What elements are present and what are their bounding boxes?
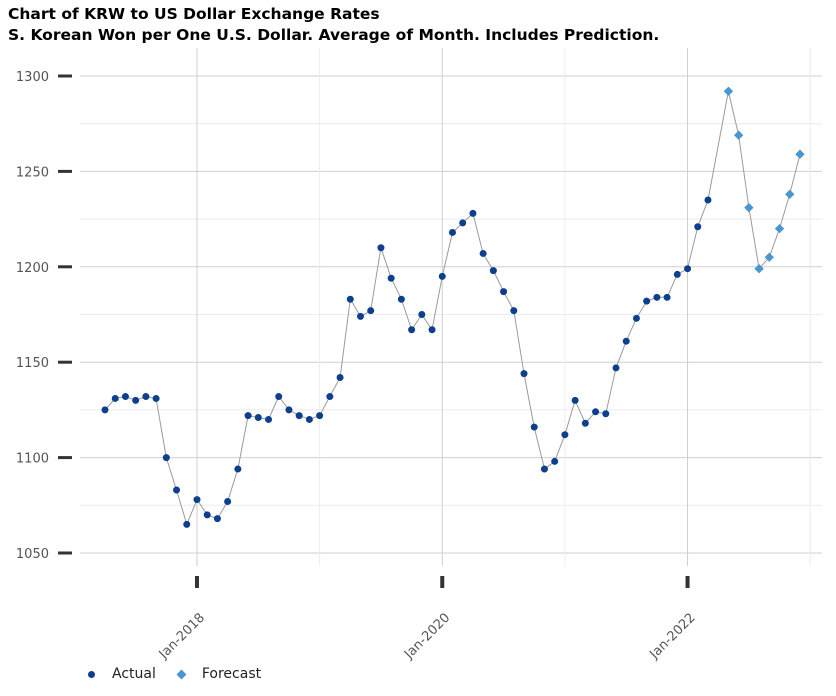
- actual-point: [234, 465, 242, 473]
- chart-subtitle: S. Korean Won per One U.S. Dollar. Avera…: [8, 26, 660, 44]
- actual-point: [162, 454, 170, 462]
- y-tick-label: 1150: [16, 356, 49, 371]
- actual-point: [510, 307, 518, 315]
- actual-point: [224, 497, 232, 505]
- legend-actual-marker: [88, 670, 95, 678]
- actual-point: [479, 249, 487, 257]
- actual-point: [305, 415, 313, 423]
- actual-point: [459, 219, 467, 227]
- actual-point: [428, 326, 436, 334]
- actual-point: [121, 393, 129, 401]
- actual-point: [653, 293, 661, 301]
- actual-point: [111, 394, 119, 402]
- actual-point: [367, 307, 375, 315]
- actual-point: [448, 228, 456, 236]
- actual-point: [203, 511, 211, 519]
- actual-point: [346, 295, 354, 303]
- x-tick-label: Jan-2022: [646, 610, 698, 662]
- y-tick-label: 1050: [16, 547, 49, 562]
- actual-point: [408, 326, 416, 334]
- actual-point: [397, 295, 405, 303]
- chart-title-block: Chart of KRW to US Dollar Exchange Rates…: [8, 4, 659, 46]
- y-tick-label: 1100: [16, 452, 49, 467]
- forecast-point: [733, 130, 744, 140]
- actual-point: [612, 364, 620, 372]
- actual-point: [632, 314, 640, 322]
- actual-point: [295, 412, 303, 420]
- actual-point: [244, 412, 252, 420]
- actual-point: [520, 370, 528, 378]
- actual-point: [704, 196, 712, 204]
- actual-point: [275, 393, 283, 401]
- actual-point: [684, 265, 692, 273]
- actual-point: [173, 486, 181, 494]
- actual-point: [622, 337, 630, 345]
- actual-point: [663, 293, 671, 301]
- actual-point: [357, 312, 364, 320]
- legend-item-forecast: Forecast: [176, 666, 262, 682]
- actual-point: [183, 520, 191, 528]
- forecast-point: [723, 86, 734, 96]
- legend-actual-label: Actual: [112, 666, 156, 682]
- forecast-point: [744, 202, 754, 213]
- actual-point: [132, 396, 140, 404]
- y-tick-label: 1250: [16, 165, 49, 180]
- actual-point: [438, 272, 446, 280]
- actual-point: [489, 267, 497, 275]
- actual-point: [571, 396, 579, 404]
- actual-point: [673, 270, 681, 278]
- actual-point: [387, 274, 395, 282]
- actual-point: [469, 209, 477, 217]
- actual-point: [193, 496, 201, 504]
- forecast-point: [785, 189, 795, 199]
- actual-point: [326, 393, 334, 401]
- x-tick-label: Jan-2018: [156, 610, 208, 662]
- actual-point: [694, 223, 702, 231]
- actual-point: [142, 393, 150, 401]
- actual-point: [500, 288, 508, 296]
- actual-point: [602, 410, 610, 418]
- legend-forecast-marker: [176, 669, 187, 679]
- series-connecting-line: [104, 91, 801, 526]
- actual-point: [551, 457, 559, 465]
- actual-point: [377, 244, 385, 252]
- legend-forecast-label: Forecast: [201, 666, 262, 682]
- actual-point: [643, 297, 651, 305]
- forecast-point: [764, 252, 774, 262]
- actual-point: [592, 408, 600, 416]
- actual-point: [285, 406, 293, 414]
- actual-point: [265, 415, 273, 423]
- actual-point: [418, 311, 426, 318]
- legend-item-actual: Actual: [88, 666, 156, 682]
- y-tick-label: 1200: [16, 261, 49, 276]
- actual-point: [213, 515, 221, 523]
- actual-point: [540, 465, 548, 473]
- x-tick-label: Jan-2020: [401, 610, 453, 662]
- actual-point: [152, 394, 160, 402]
- chart-title: Chart of KRW to US Dollar Exchange Rates: [8, 5, 380, 23]
- actual-point: [561, 431, 569, 439]
- forecast-point: [795, 149, 805, 159]
- actual-point: [530, 423, 538, 431]
- chart-legend: Actual Forecast: [88, 666, 283, 682]
- y-tick-label: 1300: [16, 70, 49, 85]
- actual-point: [581, 419, 589, 427]
- actual-point: [336, 373, 344, 381]
- actual-point: [254, 414, 262, 422]
- forecast-point: [774, 223, 785, 234]
- actual-point: [316, 412, 324, 420]
- actual-point: [101, 406, 109, 414]
